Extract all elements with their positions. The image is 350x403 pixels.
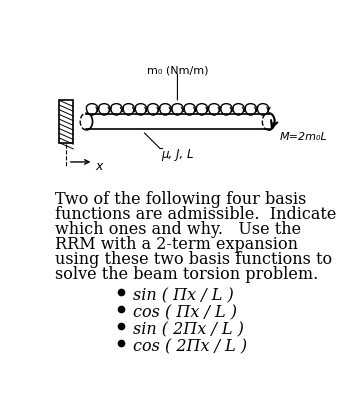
Text: sin ( 2Πx / L ): sin ( 2Πx / L ): [133, 321, 244, 338]
Text: cos ( 2Πx / L ): cos ( 2Πx / L ): [133, 338, 247, 355]
Text: Two of the following four basis: Two of the following four basis: [55, 191, 306, 208]
Text: solve the beam torsion problem.: solve the beam torsion problem.: [55, 266, 318, 283]
Text: sin ( Πx / L ): sin ( Πx / L ): [133, 287, 234, 304]
Text: μ, J, L: μ, J, L: [162, 148, 194, 162]
Text: x: x: [95, 160, 102, 172]
Text: functions are admissible.  Indicate: functions are admissible. Indicate: [55, 206, 336, 223]
Text: RRM with a 2-term expansion: RRM with a 2-term expansion: [55, 236, 298, 253]
Bar: [59, 100, 73, 143]
Text: cos ( Πx / L ): cos ( Πx / L ): [133, 304, 237, 321]
Text: which ones and why.   Use the: which ones and why. Use the: [55, 221, 301, 238]
Text: using these two basis functions to: using these two basis functions to: [55, 251, 332, 268]
Text: M=2m₀L: M=2m₀L: [279, 132, 327, 142]
Text: m₀ (Nm/m): m₀ (Nm/m): [147, 65, 208, 75]
